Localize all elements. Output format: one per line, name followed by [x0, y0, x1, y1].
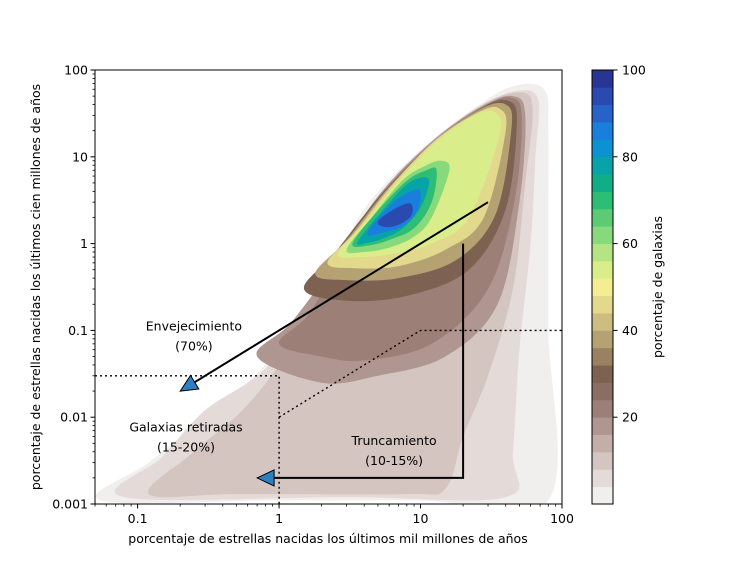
envejecimiento-arrow-line [194, 201, 489, 384]
colorbar-swatch [592, 451, 613, 470]
density-contours [95, 83, 558, 504]
x-tick-label: 1 [275, 511, 283, 526]
colorbar-swatch [592, 139, 613, 158]
colorbar-swatch [592, 70, 613, 88]
colorbar-frame [591, 69, 614, 505]
y-tick-label: 0.001 [52, 497, 88, 512]
dotted-boundary-1 [95, 375, 280, 504]
annotation-envejecimiento-line-2: (70%) [175, 338, 213, 353]
truncamiento-arrow-line [274, 243, 465, 479]
truncamiento-arrow-head [255, 469, 275, 487]
contour-level-95 [377, 203, 413, 228]
colorbar-swatch [592, 226, 613, 244]
colorbar [591, 69, 614, 505]
y-tick-label: 10 [72, 149, 88, 164]
colorbar-label: porcentaje de galaxias [650, 216, 665, 358]
annotation-truncamiento-line-1: Truncamiento [351, 433, 437, 448]
colorbar-swatch [592, 174, 613, 192]
colorbar-tick-label: 60 [622, 236, 638, 251]
colorbar-tick-label: 40 [622, 323, 638, 338]
annotations: Envejecimiento (70%) Galaxias retiradas (15… [129, 318, 436, 468]
x-axis: 0.1 1 10 100 [94, 504, 574, 526]
colorbar-swatch [592, 87, 613, 106]
colorbar-swatch [592, 417, 613, 435]
colorbar-swatch [592, 313, 613, 331]
colorbar-swatch [592, 104, 613, 123]
annotation-galaxias-retiradas-line-1: Galaxias retiradas [129, 420, 242, 435]
colorbar-swatch [592, 191, 613, 210]
colorbar-swatch [592, 330, 613, 349]
envejecimiento-arrow-head [179, 374, 200, 392]
colorbar-swatch [592, 399, 613, 418]
plot-frame [94, 69, 563, 505]
colorbar-swatch [592, 208, 613, 227]
annotation-galaxias-retiradas-line-2: (15-20%) [157, 440, 215, 455]
colorbar-swatch [592, 347, 613, 366]
y-tick-label: 1 [80, 236, 88, 251]
colorbar-swatch [592, 382, 613, 401]
y-tick-label: 0.01 [60, 410, 88, 425]
y-axis-label: porcentaje de estrellas nacidas los últi… [28, 84, 43, 490]
annotation-envejecimiento-line-1: Envejecimiento [146, 318, 242, 333]
colorbar-swatch [592, 278, 613, 297]
colorbar-swatch [592, 486, 613, 505]
colorbar-ticks: 20 40 60 80 100 [613, 63, 646, 425]
guide-lines [95, 329, 562, 504]
colorbar-swatch [592, 122, 613, 140]
x-axis-label: porcentaje de estrellas nacidas los últi… [128, 531, 527, 546]
y-tick-label: 100 [64, 63, 88, 78]
colorbar-tick-label: 100 [622, 63, 646, 78]
colorbar-swatch [592, 156, 613, 175]
arrows [179, 201, 489, 487]
colorbar-tick-label: 80 [622, 149, 638, 164]
x-tick-label: 0.1 [128, 511, 148, 526]
colorbar-swatch [592, 434, 613, 453]
colorbar-swatch [592, 260, 613, 279]
colorbar-swatch [592, 295, 613, 314]
x-tick-label: 10 [413, 511, 429, 526]
annotation-truncamiento-line-2: (10-15%) [365, 453, 423, 468]
y-axis: 0.001 0.01 0.1 1 10 100 [52, 63, 95, 512]
dotted-boundary-2 [278, 329, 562, 418]
colorbar-swatch [592, 365, 613, 383]
colorbar-swatch [592, 243, 613, 262]
colorbar-swatch [592, 469, 613, 488]
x-tick-label: 100 [550, 511, 574, 526]
y-tick-label: 0.1 [68, 323, 88, 338]
colorbar-tick-label: 20 [622, 410, 638, 425]
